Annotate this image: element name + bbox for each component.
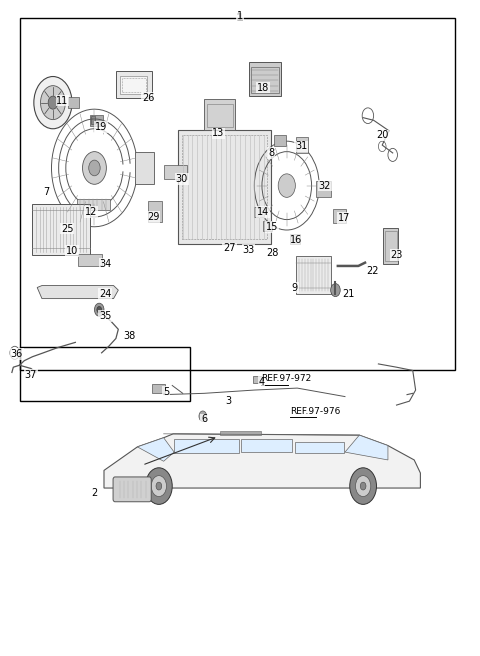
Bar xyxy=(152,384,165,394)
Polygon shape xyxy=(345,435,388,460)
Text: 1: 1 xyxy=(236,13,244,23)
Text: 19: 19 xyxy=(95,122,107,132)
Bar xyxy=(295,441,344,453)
Text: 38: 38 xyxy=(123,331,135,341)
Bar xyxy=(316,181,331,197)
Text: 13: 13 xyxy=(212,129,225,138)
Text: 34: 34 xyxy=(99,259,111,269)
Text: 3: 3 xyxy=(225,396,231,406)
Text: 24: 24 xyxy=(99,289,112,299)
Text: 27: 27 xyxy=(223,243,236,253)
Bar xyxy=(290,234,300,245)
Circle shape xyxy=(156,482,162,490)
Text: 18: 18 xyxy=(257,83,269,92)
Text: REF.97-972: REF.97-972 xyxy=(262,375,312,384)
Polygon shape xyxy=(104,434,420,488)
Polygon shape xyxy=(37,285,118,298)
Circle shape xyxy=(89,160,100,176)
Bar xyxy=(182,135,267,239)
Bar xyxy=(91,116,95,124)
Bar xyxy=(296,256,331,294)
Text: 9: 9 xyxy=(292,283,298,293)
Text: 15: 15 xyxy=(266,222,278,232)
Bar xyxy=(116,71,152,98)
Text: 21: 21 xyxy=(343,289,355,299)
Bar xyxy=(90,115,103,125)
Text: 35: 35 xyxy=(99,311,112,321)
Bar xyxy=(33,204,90,255)
Circle shape xyxy=(331,283,340,297)
Polygon shape xyxy=(137,438,174,461)
Bar xyxy=(385,231,396,261)
FancyBboxPatch shape xyxy=(113,477,151,502)
Text: 30: 30 xyxy=(176,174,188,184)
Circle shape xyxy=(34,77,72,129)
Bar xyxy=(241,439,292,452)
Text: 33: 33 xyxy=(242,245,255,255)
Bar xyxy=(120,76,147,94)
Text: 12: 12 xyxy=(85,207,97,216)
Text: 14: 14 xyxy=(257,207,269,216)
Bar xyxy=(254,207,264,217)
Text: REF.97-976: REF.97-976 xyxy=(290,407,340,416)
Text: 8: 8 xyxy=(268,148,274,158)
Circle shape xyxy=(199,411,206,421)
Text: 16: 16 xyxy=(290,235,302,245)
Text: 1: 1 xyxy=(237,10,243,21)
Bar xyxy=(296,136,308,153)
Bar xyxy=(204,98,235,130)
Text: 4: 4 xyxy=(258,377,264,386)
Bar xyxy=(333,209,347,224)
Text: 37: 37 xyxy=(25,370,37,380)
Text: 2: 2 xyxy=(91,487,97,498)
Bar xyxy=(249,62,281,96)
Bar xyxy=(383,228,398,264)
Bar xyxy=(220,430,261,435)
Circle shape xyxy=(40,86,65,119)
Circle shape xyxy=(97,306,102,313)
Bar xyxy=(251,67,279,93)
Bar xyxy=(275,134,286,146)
Text: 7: 7 xyxy=(44,187,50,197)
Bar xyxy=(77,199,110,211)
Text: 22: 22 xyxy=(366,266,379,276)
Circle shape xyxy=(356,476,371,497)
Circle shape xyxy=(278,174,295,197)
Text: 10: 10 xyxy=(66,246,78,256)
Text: 11: 11 xyxy=(56,96,69,106)
Text: 17: 17 xyxy=(338,213,350,223)
Text: 26: 26 xyxy=(142,93,155,103)
Bar xyxy=(121,78,145,92)
Text: 25: 25 xyxy=(61,224,73,234)
Text: 32: 32 xyxy=(319,180,331,191)
Bar xyxy=(21,347,190,401)
Text: 23: 23 xyxy=(390,250,403,260)
Circle shape xyxy=(145,468,172,504)
Bar xyxy=(178,130,271,245)
Circle shape xyxy=(151,476,167,497)
Bar xyxy=(39,220,90,229)
Circle shape xyxy=(360,482,366,490)
Text: 6: 6 xyxy=(201,415,207,424)
Text: 29: 29 xyxy=(147,212,159,222)
Circle shape xyxy=(350,468,376,504)
Bar xyxy=(68,97,79,108)
Bar xyxy=(263,221,273,232)
Text: 36: 36 xyxy=(11,349,23,359)
Bar xyxy=(148,201,162,222)
Circle shape xyxy=(83,152,107,184)
Bar xyxy=(253,377,261,383)
Bar xyxy=(164,165,187,179)
Circle shape xyxy=(95,303,104,316)
Bar xyxy=(206,104,233,127)
Text: 20: 20 xyxy=(376,131,388,140)
Bar xyxy=(78,254,102,266)
Text: 5: 5 xyxy=(163,387,169,397)
Text: 28: 28 xyxy=(266,248,278,258)
Bar xyxy=(135,152,154,184)
Bar xyxy=(174,439,239,453)
Circle shape xyxy=(48,96,58,109)
Bar xyxy=(21,18,455,371)
Text: 31: 31 xyxy=(295,142,307,152)
